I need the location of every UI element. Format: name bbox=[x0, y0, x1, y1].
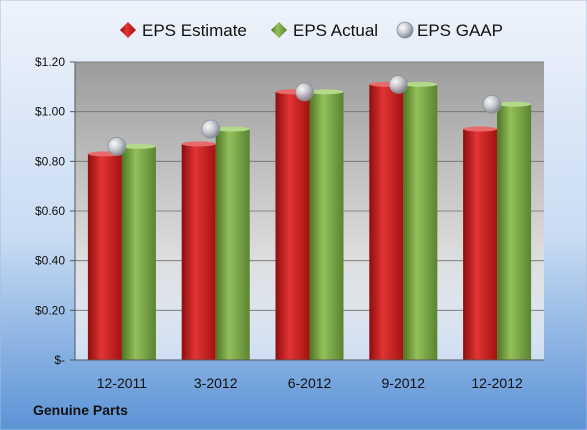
bar-top-eps-estimate bbox=[181, 141, 216, 147]
bar-top-eps-actual bbox=[403, 81, 438, 87]
legend-marker-eps-estimate bbox=[120, 22, 136, 38]
x-tick-label: 12-2012 bbox=[471, 375, 523, 391]
bar-eps-estimate bbox=[275, 91, 310, 361]
legend-marker-eps-gaap bbox=[396, 21, 414, 39]
legend-item-eps-estimate: EPS Estimate bbox=[120, 21, 247, 40]
legend-label-eps-estimate: EPS Estimate bbox=[142, 21, 247, 40]
legend-item-eps-actual: EPS Actual bbox=[271, 21, 378, 40]
point-eps-gaap bbox=[482, 94, 502, 114]
bar-top-eps-actual bbox=[497, 101, 532, 107]
y-tick-label: $0.60 bbox=[35, 204, 65, 218]
y-tick-label: $0.40 bbox=[35, 254, 65, 268]
bar-eps-actual bbox=[497, 104, 532, 360]
x-tick-label: 3-2012 bbox=[194, 375, 238, 391]
bar-eps-actual bbox=[309, 91, 344, 361]
bar-eps-estimate bbox=[369, 84, 404, 360]
x-tick-label: 12-2011 bbox=[97, 375, 148, 391]
legend-label-eps-gaap: EPS GAAP bbox=[417, 21, 503, 40]
bar-top-eps-actual bbox=[121, 143, 156, 149]
bar-top-eps-actual bbox=[215, 126, 250, 132]
bar-top-eps-actual bbox=[309, 89, 344, 95]
gaap-points bbox=[107, 74, 502, 156]
point-eps-gaap bbox=[107, 137, 127, 156]
bar-eps-estimate bbox=[87, 153, 122, 360]
y-axis: $- $0.20 $0.40 $0.60 $0.80 $1.00 $1.20 bbox=[35, 55, 76, 367]
bar-eps-estimate bbox=[181, 143, 216, 360]
bar-eps-actual bbox=[215, 129, 250, 360]
point-eps-gaap bbox=[201, 119, 221, 139]
y-tick-label: $- bbox=[54, 353, 65, 367]
point-eps-gaap bbox=[388, 74, 408, 94]
bars bbox=[87, 81, 532, 361]
point-eps-gaap bbox=[295, 82, 314, 102]
bar-top-eps-estimate bbox=[463, 126, 498, 132]
y-tick-label: $0.20 bbox=[35, 303, 65, 317]
x-tick-label: 9-2012 bbox=[382, 375, 426, 391]
y-tick-label: $1.20 bbox=[35, 55, 65, 69]
legend: EPS Estimate EPS Actual EPS GAAP bbox=[120, 21, 503, 40]
bar-eps-actual bbox=[121, 146, 156, 360]
bar-eps-estimate bbox=[463, 129, 498, 360]
legend-item-eps-gaap: EPS GAAP bbox=[396, 21, 503, 40]
y-tick-label: $1.00 bbox=[35, 105, 65, 119]
legend-marker-eps-actual bbox=[271, 22, 287, 38]
company-label: Genuine Parts bbox=[33, 402, 128, 418]
x-axis: 12-2011 3-2012 6-2012 9-2012 12-2012 bbox=[75, 359, 544, 391]
legend-label-eps-actual: EPS Actual bbox=[293, 21, 378, 40]
x-tick-label: 6-2012 bbox=[288, 375, 332, 391]
y-tick-label: $0.80 bbox=[35, 154, 65, 168]
bar-eps-actual bbox=[403, 84, 438, 360]
